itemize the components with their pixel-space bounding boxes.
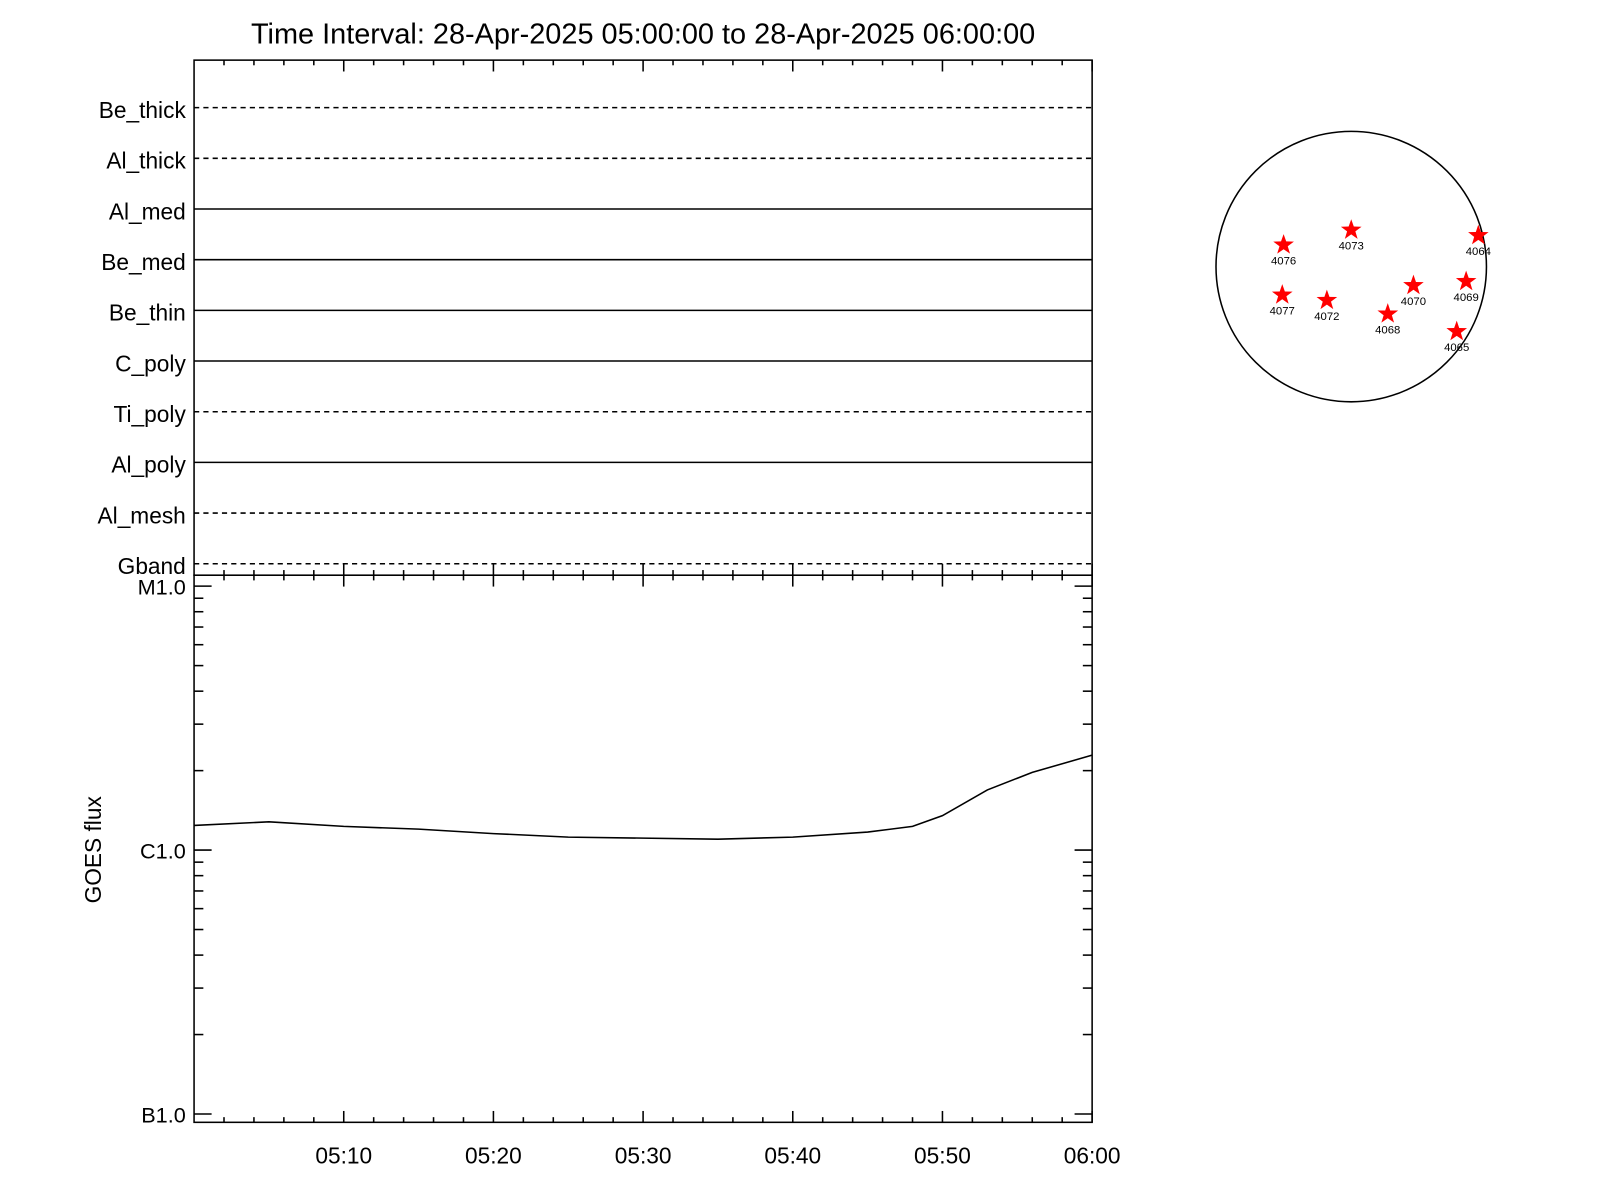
goes-flux-line [194,754,1093,840]
active-region-marker [1455,270,1477,291]
x-tick-label: 05:20 [465,1143,522,1169]
active-region-label: 4076 [1271,256,1296,268]
y-axis-label: GOES flux [80,796,106,904]
solar-disk [1215,130,1488,403]
filter-label: Gband [118,553,186,579]
panel-frame [193,574,1093,1124]
active-region-marker [1273,234,1294,254]
x-tick-label: 05:10 [315,1143,372,1169]
filter-label: Be_med [101,249,186,275]
filter-label: Be_thick [99,97,187,123]
y-tick-label: C1.0 [140,838,186,863]
x-tick-label: 06:00 [1064,1143,1121,1169]
active-region-label: 4064 [1466,246,1491,258]
active-region-marker [1403,274,1424,295]
active-region-label: 4065 [1444,342,1469,354]
active-region-marker [1446,320,1468,341]
active-region-label: 4069 [1454,292,1479,304]
filter-label: Ti_poly [114,401,187,427]
chart-title: Time Interval: 28-Apr-2025 05:00:00 to 2… [251,19,1035,51]
active-region-marker [1377,303,1399,323]
y-tick-label: B1.0 [141,1102,186,1127]
y-tick-label: M1.0 [138,574,186,599]
active-region-marker [1316,289,1338,310]
active-region-label: 4070 [1401,296,1426,308]
x-tick-label: 05:40 [764,1143,821,1169]
x-tick-label: 05:30 [615,1143,672,1169]
active-region-marker [1271,284,1293,304]
filter-label: Al_med [109,198,186,224]
active-region-label: 4073 [1339,241,1364,253]
active-region-label: 4072 [1314,311,1339,323]
active-region-label: 4077 [1270,306,1295,318]
panel-frame [193,59,1093,576]
filter-label: C_poly [115,350,186,376]
filter-label: Be_thin [109,300,186,326]
active-region-label: 4068 [1375,325,1400,337]
active-region-marker [1468,224,1489,245]
filter-label: Al_thick [106,148,186,174]
active-region-marker [1340,219,1362,239]
x-tick-label: 05:50 [914,1143,971,1169]
filter-label: Al_mesh [98,502,186,528]
filter-label: Al_poly [111,452,186,478]
